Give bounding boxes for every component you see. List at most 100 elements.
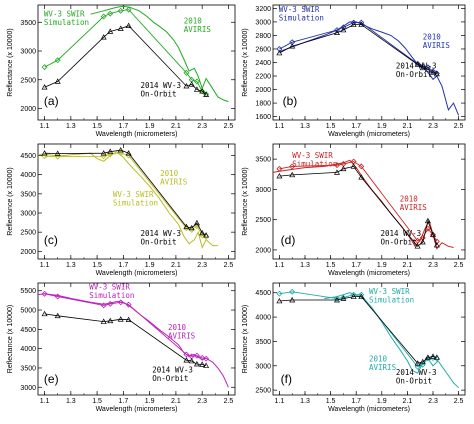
x-tick-label: 2.1 <box>171 398 181 405</box>
onorbit-point <box>419 238 426 245</box>
y-tick-label: 3200 <box>255 6 271 13</box>
onorbit-point <box>100 318 107 324</box>
onorbit-label-line: 2014 WV-3 <box>396 368 437 377</box>
series-group <box>276 288 459 389</box>
onorbit-point <box>117 147 124 153</box>
onorbit-point <box>334 296 340 303</box>
onorbit-label-line: 2014 WV-3 <box>140 81 181 90</box>
y-tick-label: 2800 <box>255 33 271 40</box>
x-tick-label: 1.3 <box>300 262 310 269</box>
series-group <box>276 19 460 116</box>
simulation-point <box>117 7 124 14</box>
onorbit-point <box>414 360 421 366</box>
x-tick-label: 2.5 <box>454 262 464 269</box>
x-tick-label: 2.1 <box>171 123 181 130</box>
onorbit-point <box>419 64 426 71</box>
y-tick-label: 5000 <box>20 308 36 315</box>
aviris-label: 2010 AVIRIS <box>184 16 212 34</box>
x-axis-label: Wavelength (micrometers) <box>96 270 178 277</box>
y-axis-label: Reflectance (x 10000) <box>7 28 14 96</box>
panel-letter: (a) <box>44 94 59 108</box>
onorbit-point <box>117 25 124 31</box>
onorbit-point <box>100 34 107 40</box>
y-tick-label: 2500 <box>20 77 36 84</box>
x-axis-label: Wavelength (micrometers) <box>328 131 410 138</box>
onorbit-label-line: 2014 WV-3 <box>140 229 181 238</box>
onorbit-label-line: On-Orbit <box>140 238 176 247</box>
onorbit-label: 2014 WV-3 On-Orbit <box>140 229 181 247</box>
simulation-point <box>276 165 283 172</box>
y-tick-label: 2500 <box>255 217 271 224</box>
x-tick-label: 2.1 <box>403 123 413 130</box>
x-tick-label: 1.7 <box>118 123 128 130</box>
onorbit-point <box>41 150 48 156</box>
aviris-series-line <box>90 5 229 103</box>
x-tick-label: 1.7 <box>351 398 361 405</box>
onorbit-point <box>433 70 440 77</box>
x-tick-label: 1.5 <box>326 398 336 405</box>
simulation-label-line: WV-3 SWIR <box>89 283 130 292</box>
y-tick-label: 2000 <box>20 249 36 256</box>
simulation-label-line: Simulation <box>279 13 324 22</box>
panel-letter: (d) <box>281 233 296 247</box>
x-tick-label: 1.3 <box>300 398 310 405</box>
onorbit-point <box>183 223 190 230</box>
aviris-label: 2010 AVIRIS <box>168 323 196 341</box>
onorbit-point <box>350 163 357 169</box>
onorbit-point <box>414 61 421 67</box>
onorbit-point <box>188 81 195 87</box>
x-tick-label: 1.9 <box>145 123 155 130</box>
onorbit-point <box>125 316 132 322</box>
onorbit-label: 2014 WV-3 On-Orbit <box>396 61 437 79</box>
x-tick-label: 2.3 <box>197 123 207 130</box>
simulation-label-line: WV-3 SWIR <box>44 10 85 19</box>
onorbit-point <box>54 78 61 84</box>
simulation-point <box>107 300 114 307</box>
simulation-point <box>350 291 357 298</box>
onorbit-point <box>358 21 365 27</box>
onorbit-point <box>193 86 200 92</box>
simulation-label: WV-3 SWIR Simulation <box>292 151 337 169</box>
x-tick-label: 1.1 <box>275 123 285 130</box>
onorbit-point <box>183 357 190 363</box>
y-tick-label: 4500 <box>20 153 36 160</box>
x-tick-label: 1.1 <box>40 262 50 269</box>
x-tick-label: 1.9 <box>145 398 155 405</box>
x-tick-label: 2.1 <box>171 262 181 269</box>
simulation-label-line: WV-3 SWIR <box>113 190 154 199</box>
x-tick-label: 2.5 <box>454 398 464 405</box>
onorbit-label: 2014 WV-3 On-Orbit <box>396 368 437 386</box>
x-tick-label: 1.1 <box>275 398 285 405</box>
x-tick-label: 1.5 <box>326 262 336 269</box>
onorbit-label-line: 2014 WV-3 <box>381 229 422 238</box>
onorbit-point <box>424 354 431 360</box>
x-axis-label: Wavelength (micrometers) <box>96 406 178 413</box>
onorbit-point <box>188 224 195 231</box>
onorbit-point <box>117 316 124 322</box>
simulation-label: WV-3 SWIR Simulation <box>369 287 414 305</box>
onorbit-point <box>340 295 347 301</box>
simulation-label-line: WV-3 SWIR <box>279 5 320 14</box>
x-tick-label: 1.9 <box>377 123 387 130</box>
y-tick-label: 3500 <box>20 191 36 198</box>
y-tick-label: 2000 <box>255 247 271 254</box>
plot-frame <box>37 282 236 396</box>
onorbit-label: 2014 WV-3 On-Orbit <box>140 81 181 99</box>
x-tick-label: 1.9 <box>377 398 387 405</box>
onorbit-point <box>54 312 61 319</box>
simulation-point <box>358 163 365 170</box>
x-tick-label: 2.3 <box>428 123 438 130</box>
aviris-label-line: 2010 <box>160 169 179 178</box>
y-tick-label: 3000 <box>255 363 271 370</box>
simulation-point <box>289 163 296 170</box>
onorbit-point <box>424 217 431 224</box>
onorbit-point <box>340 165 347 172</box>
x-axis-label: Wavelength (micrometers) <box>328 406 410 413</box>
simulation-point <box>203 355 210 362</box>
onorbit-series-line <box>279 296 437 364</box>
aviris-label-line: AVIRIS <box>160 178 188 187</box>
chart-panel: 1.1 1.3 1.5 1.7 1.9 2.1 2.3 2.5 2000 2500 3000 3500… <box>7 143 236 277</box>
onorbit-series-line <box>44 25 207 96</box>
y-tick-label: 3000 <box>20 211 36 218</box>
onorbit-point <box>193 360 200 367</box>
